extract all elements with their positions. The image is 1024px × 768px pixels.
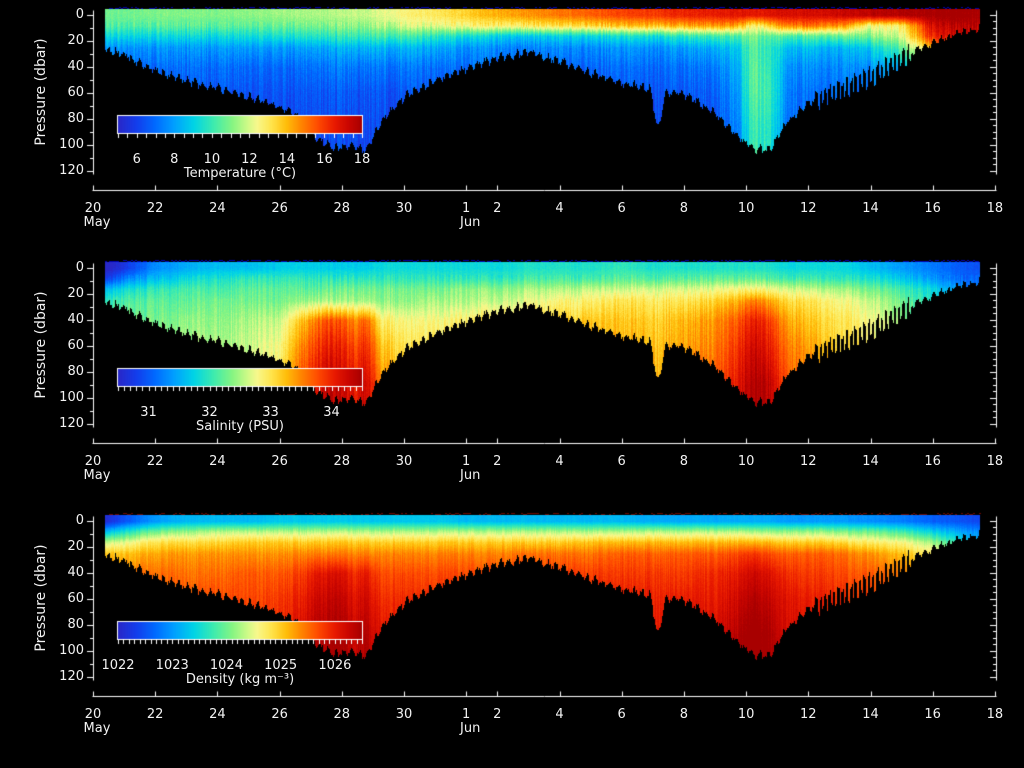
- y-tick-label: 100: [59, 389, 84, 405]
- month-label: Jun: [460, 468, 481, 483]
- x-tick-label: 24: [209, 201, 226, 216]
- y-tick-label: 0: [75, 260, 84, 275]
- pressure-axis-label: Pressure (dbar): [33, 291, 49, 399]
- x-tick-label: 8: [679, 201, 689, 216]
- y-tick-label: 40: [67, 58, 84, 74]
- x-tick-label: 16: [924, 201, 941, 216]
- colorbar-tick-label: 18: [353, 152, 371, 167]
- colorbar-tick-label: 1026: [318, 658, 352, 673]
- y-tick-label: 60: [67, 590, 84, 606]
- x-tick-label: 18: [986, 707, 1004, 722]
- colorbar-tick-label: 34: [323, 405, 340, 420]
- y-tick-label: 60: [67, 337, 84, 353]
- x-tick-label: 10: [737, 454, 755, 469]
- month-label: May: [83, 721, 111, 736]
- colorbar-tick-label: 1024: [209, 658, 243, 673]
- colorbar-tick-label: 31: [140, 405, 157, 420]
- x-tick-label: 24: [209, 454, 226, 469]
- x-tick-label: 2: [493, 454, 502, 469]
- colorbar-tick-label: 16: [316, 152, 333, 167]
- x-tick-label: 4: [555, 707, 564, 722]
- colorbar-title: Salinity (PSU): [196, 419, 284, 434]
- colorbar-tick-label: 32: [201, 405, 218, 420]
- colorbar-tick-label: 12: [241, 152, 258, 167]
- x-tick-label: 18: [986, 201, 1004, 216]
- x-tick-label: 10: [737, 201, 755, 216]
- x-tick-label: 22: [146, 454, 164, 469]
- colorbar-tick-label: 6: [132, 152, 141, 167]
- x-tick-label: 16: [924, 707, 941, 722]
- x-tick-label: 24: [209, 707, 226, 722]
- x-tick-label: 20: [84, 454, 102, 469]
- y-tick-label: 80: [67, 110, 84, 126]
- x-tick-label: 28: [333, 707, 351, 722]
- y-tick-label: 120: [59, 162, 84, 178]
- x-tick-label: 28: [333, 454, 351, 469]
- x-tick-label: 1: [462, 707, 471, 722]
- x-tick-label: 26: [271, 707, 288, 722]
- x-tick-label: 4: [555, 201, 564, 216]
- x-tick-label: 6: [617, 707, 626, 722]
- colorbar-tick-label: 1025: [264, 658, 298, 673]
- x-tick-label: 1: [462, 201, 471, 216]
- x-tick-label: 14: [862, 454, 879, 469]
- y-tick-label: 20: [67, 32, 84, 48]
- colorbar-tick-label: 10: [203, 152, 221, 167]
- y-tick-label: 80: [67, 363, 84, 379]
- y-tick-label: 100: [59, 136, 84, 152]
- x-tick-label: 14: [862, 201, 879, 216]
- x-tick-label: 30: [395, 201, 413, 216]
- month-label: May: [83, 215, 111, 230]
- x-tick-label: 20: [84, 201, 102, 216]
- colorbar-tick-label: 8: [170, 152, 179, 167]
- x-tick-label: 8: [679, 707, 689, 722]
- pressure-axis-label: Pressure (dbar): [33, 38, 49, 146]
- colorbar-title: Density (kg m⁻³): [185, 672, 295, 687]
- x-tick-label: 4: [555, 454, 564, 469]
- x-tick-label: 6: [617, 454, 626, 469]
- y-tick-label: 0: [75, 513, 84, 528]
- x-tick-label: 12: [800, 454, 817, 469]
- x-tick-label: 2: [493, 201, 502, 216]
- pressure-axis-label: Pressure (dbar): [33, 544, 49, 652]
- colorbar-title: Temperature (°C): [183, 166, 297, 181]
- x-tick-label: 14: [862, 707, 879, 722]
- x-tick-label: 30: [395, 454, 413, 469]
- colorbar-tick-label: 1023: [155, 658, 189, 673]
- x-tick-label: 16: [924, 454, 941, 469]
- x-tick-label: 12: [800, 707, 817, 722]
- y-tick-label: 0: [75, 7, 84, 22]
- y-tick-label: 20: [67, 285, 84, 301]
- x-tick-label: 6: [617, 201, 626, 216]
- colorbar-tick-label: 33: [262, 405, 279, 420]
- y-tick-label: 40: [67, 564, 84, 580]
- month-label: Jun: [460, 215, 481, 230]
- x-tick-label: 22: [146, 201, 164, 216]
- y-tick-label: 120: [59, 668, 84, 684]
- month-label: May: [83, 468, 111, 483]
- x-tick-label: 30: [395, 707, 413, 722]
- month-label: Jun: [460, 721, 481, 736]
- y-tick-label: 80: [67, 616, 84, 632]
- x-tick-label: 10: [737, 707, 755, 722]
- x-tick-label: 18: [986, 454, 1004, 469]
- x-tick-label: 20: [84, 707, 102, 722]
- y-tick-label: 60: [67, 84, 84, 100]
- y-tick-label: 40: [67, 311, 84, 327]
- x-tick-label: 1: [462, 454, 471, 469]
- x-tick-label: 12: [800, 201, 817, 216]
- colorbar-tick-label: 1022: [101, 658, 135, 673]
- x-tick-label: 2: [493, 707, 502, 722]
- x-tick-label: 26: [271, 201, 288, 216]
- y-tick-label: 120: [59, 415, 84, 431]
- x-tick-label: 8: [679, 454, 689, 469]
- y-tick-label: 100: [59, 642, 84, 658]
- x-tick-label: 28: [333, 201, 351, 216]
- x-tick-label: 22: [146, 707, 164, 722]
- x-tick-label: 26: [271, 454, 288, 469]
- colorbar-tick-label: 14: [278, 152, 296, 167]
- y-tick-label: 20: [67, 538, 84, 554]
